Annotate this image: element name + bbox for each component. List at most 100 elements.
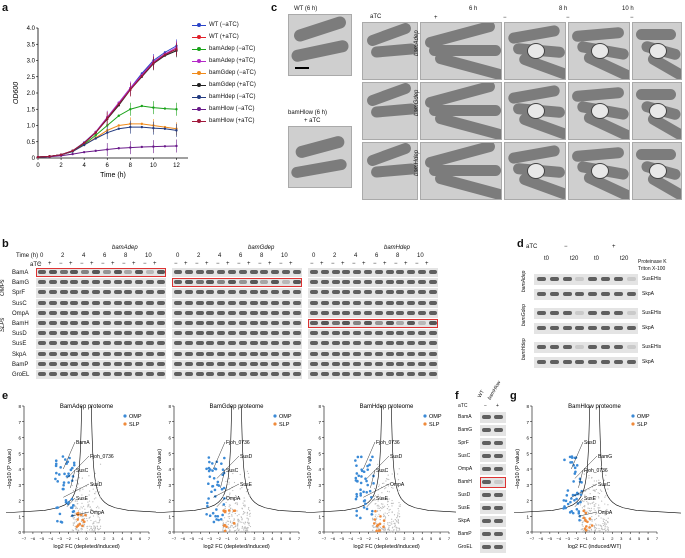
blot-band <box>353 290 362 295</box>
blot-row-label: OmpA <box>12 310 30 317</box>
y-tick-label: 3 <box>318 483 321 488</box>
omp-point <box>211 469 214 472</box>
background-point <box>386 496 388 498</box>
blot-band <box>282 351 290 356</box>
x-tick-label: −5 <box>190 536 195 541</box>
blot-band <box>135 300 144 305</box>
background-point <box>377 507 379 509</box>
background-point <box>605 474 607 476</box>
background-point <box>597 496 599 498</box>
x-tick-label: 6 <box>106 163 110 169</box>
background-point <box>90 512 92 514</box>
data-point <box>152 106 155 109</box>
slp-point <box>78 522 82 526</box>
data-point <box>152 61 155 65</box>
y-tick-label: 0 <box>32 156 36 162</box>
background-point <box>383 514 385 517</box>
blot-aTC-plus: + <box>111 261 115 267</box>
background-point <box>92 510 94 512</box>
omp-point <box>369 458 372 462</box>
background-point <box>226 482 228 484</box>
background-point <box>226 520 228 522</box>
background-point <box>80 531 82 533</box>
background-point <box>239 521 241 523</box>
x-tick-label: 4 <box>271 536 274 541</box>
background-point <box>225 522 227 524</box>
background-point <box>385 478 388 480</box>
data-point <box>82 150 86 154</box>
omp-point <box>359 492 362 495</box>
background-point <box>587 507 589 509</box>
omp-point <box>357 474 361 478</box>
blot-band <box>228 300 236 305</box>
blot-band <box>282 290 290 295</box>
em-vesicle <box>591 163 609 179</box>
background-point <box>72 490 75 492</box>
blot-band <box>428 300 437 305</box>
background-point <box>381 482 384 485</box>
legend-swatch <box>192 106 206 111</box>
blot-band <box>342 321 351 325</box>
background-point <box>244 506 246 508</box>
blot-band <box>353 270 362 274</box>
blot-strip <box>172 329 302 339</box>
background-point <box>374 516 376 518</box>
y-tick-label: 1.0 <box>27 124 36 130</box>
d-t20b: t20 <box>620 256 629 262</box>
blot-d-row: bamAdep <box>521 270 527 292</box>
legend-item: bamAdep (+aTC) <box>192 58 255 64</box>
background-point <box>232 530 234 533</box>
blot-band <box>428 280 437 285</box>
background-point <box>229 521 232 524</box>
blot-band <box>342 331 351 336</box>
blot-aTC-minus: − <box>373 261 377 267</box>
background-point <box>74 531 76 533</box>
background-point <box>384 516 387 518</box>
blot-f-strip <box>480 412 506 423</box>
label-leader <box>578 511 598 517</box>
blot-strip <box>36 308 166 318</box>
blot-band <box>59 310 68 315</box>
blot-band <box>92 361 100 366</box>
data-point <box>36 155 40 159</box>
legend-omp-dot <box>123 414 127 418</box>
blot-time-tick: 6 <box>103 253 107 259</box>
background-point <box>222 520 224 522</box>
y-tick-label: 6 <box>318 436 321 441</box>
background-point <box>605 530 607 532</box>
background-point <box>398 505 400 507</box>
background-point <box>243 529 245 531</box>
protein-label: Fjoh_0736 <box>90 454 114 460</box>
background-point <box>377 515 379 517</box>
background-point <box>81 507 83 509</box>
blot-band <box>70 310 79 315</box>
background-point <box>375 514 377 516</box>
blot-band <box>385 280 394 285</box>
blot-f-strip <box>480 477 506 488</box>
blot-band <box>81 300 90 305</box>
background-point <box>90 509 92 511</box>
y-tick-label: 7 <box>318 420 321 425</box>
blot-band <box>113 372 122 376</box>
background-point <box>244 483 246 485</box>
legend-dot <box>197 70 201 75</box>
background-point <box>372 519 374 521</box>
x-tick-label: 0 <box>235 536 238 541</box>
legend-omp-dot <box>273 414 277 418</box>
blot-f-strip <box>480 490 506 501</box>
blot-band <box>174 331 182 336</box>
blot-band <box>156 280 165 285</box>
omp-point <box>221 513 224 517</box>
slp-point <box>375 529 378 533</box>
x-tick-label: −7 <box>172 536 177 541</box>
blot-band <box>292 361 301 366</box>
blot-aTC-minus: − <box>195 261 199 267</box>
background-point <box>224 507 226 510</box>
blot-band <box>310 270 318 274</box>
background-point <box>235 495 237 497</box>
blot-band <box>396 372 405 376</box>
x-tick-label: 1 <box>244 536 247 541</box>
background-point <box>94 529 96 531</box>
background-point <box>74 527 77 529</box>
background-point <box>584 499 586 501</box>
